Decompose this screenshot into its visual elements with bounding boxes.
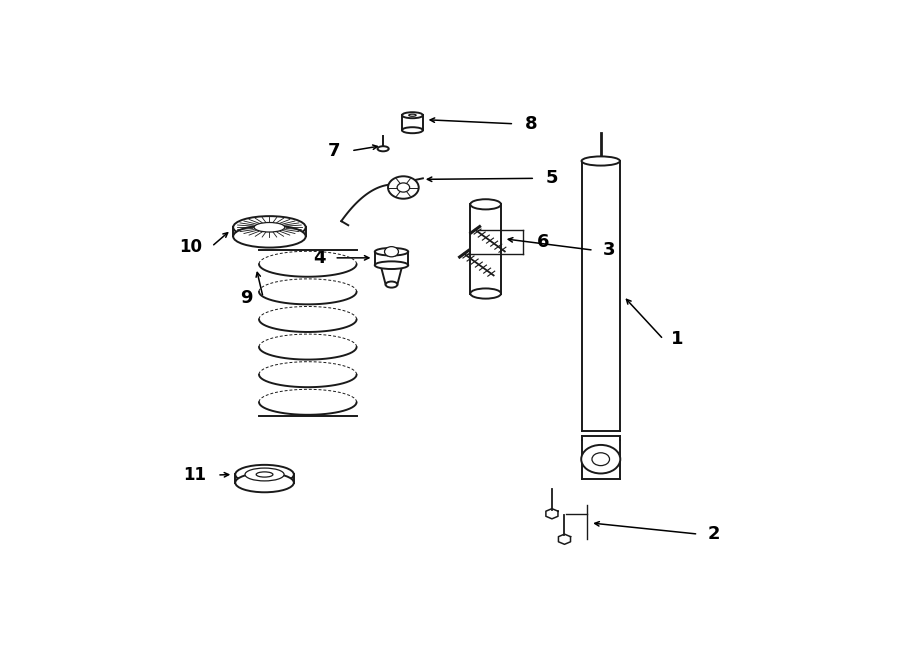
Ellipse shape bbox=[402, 113, 423, 118]
Ellipse shape bbox=[233, 216, 306, 238]
Ellipse shape bbox=[245, 468, 284, 481]
Ellipse shape bbox=[378, 146, 389, 152]
Text: 10: 10 bbox=[179, 238, 203, 256]
Text: 9: 9 bbox=[240, 289, 253, 307]
Text: 2: 2 bbox=[707, 525, 720, 543]
Ellipse shape bbox=[581, 156, 620, 166]
Ellipse shape bbox=[374, 248, 409, 256]
Ellipse shape bbox=[402, 127, 423, 133]
Ellipse shape bbox=[235, 473, 293, 493]
Ellipse shape bbox=[254, 222, 284, 232]
Text: 5: 5 bbox=[545, 169, 558, 187]
Text: 4: 4 bbox=[312, 249, 325, 267]
Ellipse shape bbox=[385, 281, 398, 287]
Text: 7: 7 bbox=[328, 142, 340, 160]
Ellipse shape bbox=[235, 465, 293, 484]
Circle shape bbox=[384, 247, 399, 257]
Circle shape bbox=[581, 445, 620, 473]
Ellipse shape bbox=[233, 225, 306, 248]
Text: 1: 1 bbox=[671, 330, 684, 348]
Ellipse shape bbox=[471, 289, 501, 299]
Ellipse shape bbox=[471, 199, 501, 209]
Circle shape bbox=[592, 453, 609, 465]
Text: 8: 8 bbox=[525, 115, 537, 133]
Circle shape bbox=[397, 183, 410, 192]
Ellipse shape bbox=[409, 114, 416, 117]
Circle shape bbox=[388, 176, 418, 199]
Text: 6: 6 bbox=[537, 232, 550, 250]
Text: 11: 11 bbox=[184, 466, 206, 484]
Ellipse shape bbox=[374, 261, 409, 269]
Ellipse shape bbox=[256, 472, 273, 477]
Text: 3: 3 bbox=[603, 241, 616, 260]
